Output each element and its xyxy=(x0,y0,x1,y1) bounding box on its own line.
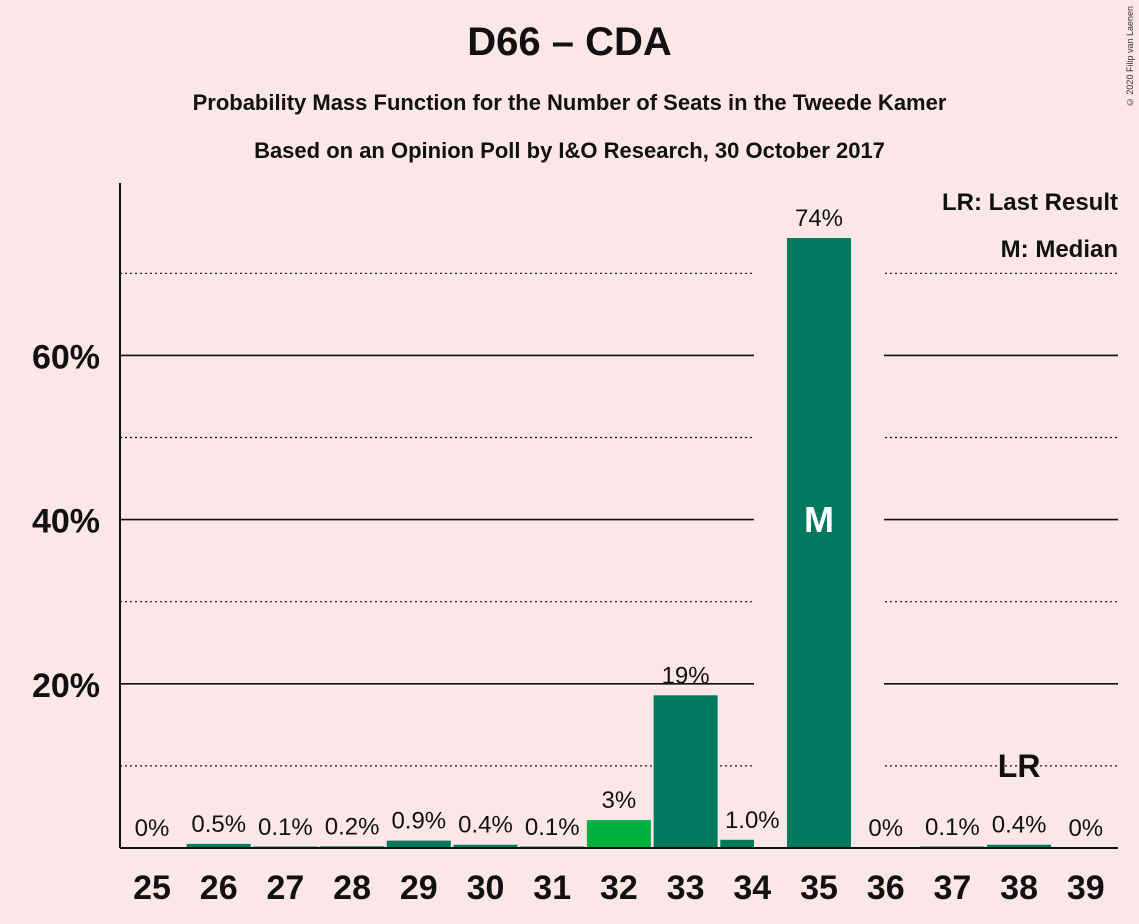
x-tick-label: 33 xyxy=(667,869,705,907)
legend-last-result: LR: Last Result xyxy=(942,189,1118,216)
value-label: 0.1% xyxy=(925,814,980,841)
value-label: 0.4% xyxy=(992,812,1047,839)
value-labels: 0% 0.5% 0.1% 0.2% 0.9% 0.4% 0.1% 3% 19% 1.0% 74% 0%… xyxy=(135,205,1103,842)
y-tick-label: 60% xyxy=(32,338,100,376)
value-label: 0% xyxy=(1068,815,1103,842)
x-tick-label: 36 xyxy=(867,869,905,907)
value-label: 0.1% xyxy=(525,814,580,841)
bar-26 xyxy=(186,843,251,848)
value-label: 1.0% xyxy=(725,807,780,834)
x-tick-label: 30 xyxy=(467,869,505,907)
bar-35 xyxy=(787,238,851,849)
value-label: 0.1% xyxy=(258,814,313,841)
x-tick-label: 39 xyxy=(1067,869,1105,907)
bar-38 xyxy=(987,844,1052,848)
value-label: 0% xyxy=(135,815,170,842)
x-tick-label: 38 xyxy=(1000,869,1038,907)
bars xyxy=(186,238,1052,849)
bar-33 xyxy=(653,695,718,848)
x-tick-label: 27 xyxy=(266,869,304,907)
y-tick-label: 40% xyxy=(32,503,100,541)
value-label: 74% xyxy=(795,205,843,232)
last-result-marker: LR xyxy=(998,748,1041,784)
gridlines xyxy=(120,272,1118,767)
value-label: 0.5% xyxy=(191,811,246,838)
x-tick-label: 32 xyxy=(600,869,638,907)
x-tick-label: 28 xyxy=(333,869,371,907)
bar-30 xyxy=(453,844,518,848)
x-tick-label: 25 xyxy=(133,869,171,907)
chart-title: D66 – CDA xyxy=(467,20,672,64)
value-label: 19% xyxy=(662,662,710,689)
x-tick-label: 31 xyxy=(533,869,571,907)
x-tick-label: 26 xyxy=(200,869,238,907)
chart-source-line: Based on an Opinion Poll by I&O Research… xyxy=(254,138,885,163)
value-label: 3% xyxy=(602,787,637,814)
x-tick-label: 37 xyxy=(933,869,971,907)
value-label: 0.2% xyxy=(325,813,380,840)
value-label: 0% xyxy=(868,815,903,842)
legend: LR: Last Result M: Median xyxy=(942,189,1118,263)
legend-median: M: Median xyxy=(1001,236,1118,263)
bar-34 xyxy=(720,839,785,848)
axes: 20% 40% 60% 25 26 27 28 29 30 31 32 33 34 35 36 37 38 39 xyxy=(32,183,1118,907)
x-tick-label: 34 xyxy=(733,869,771,907)
chart-subtitle: Probability Mass Function for the Number… xyxy=(192,90,947,115)
value-label: 0.4% xyxy=(458,812,513,839)
value-label: 0.9% xyxy=(391,808,446,835)
x-tick-label: 35 xyxy=(800,869,838,907)
x-tick-label: 29 xyxy=(400,869,438,907)
y-tick-label: 20% xyxy=(32,667,100,705)
bar-32 xyxy=(586,820,651,848)
bar-29 xyxy=(386,840,451,848)
median-marker: M xyxy=(804,499,834,540)
